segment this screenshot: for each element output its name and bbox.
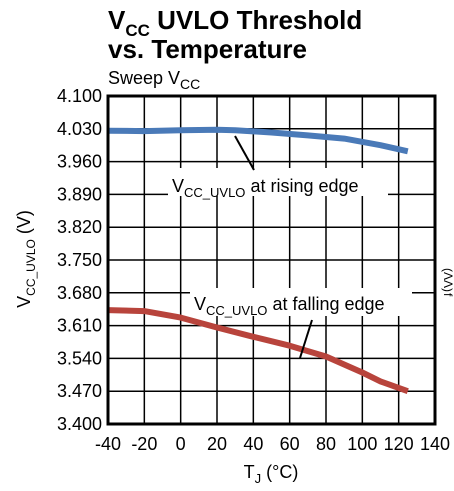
y-tick-label: 3.750 [57, 250, 102, 270]
y-tick-label: 4.100 [57, 86, 102, 106]
x-tick-label: 0 [176, 434, 186, 454]
x-tick-label: 60 [280, 434, 300, 454]
series-line-falling-edge [107, 307, 409, 395]
series-layer [107, 126, 409, 395]
x-tick-label: 140 [420, 434, 450, 454]
y-tick-label: 3.680 [57, 283, 102, 303]
y-tick-label: 3.610 [57, 316, 102, 336]
chart-title-line1: VCC UVLO Threshold [108, 5, 362, 40]
falling-callout-line [299, 319, 313, 359]
series-line-rising-edge [107, 126, 409, 155]
x-tick-label: 120 [384, 434, 414, 454]
x-tick-labels: -40 -20 0 20 40 60 80 100 120 140 [95, 434, 450, 454]
y-tick-label: 3.470 [57, 381, 102, 401]
falling-annotation-bg [190, 288, 412, 316]
x-tick-label: 40 [243, 434, 263, 454]
edge-glyph-2: f [441, 293, 454, 297]
y-tick-label: 3.890 [57, 184, 102, 204]
rising-annotation-bg [168, 168, 388, 196]
y-tick-label: 3.540 [57, 348, 102, 368]
plot-area-frame [106, 94, 437, 426]
x-tick-label: 80 [316, 434, 336, 454]
edge-glyph-1: (ΛΛ) [441, 268, 454, 292]
y-axis-label: VCC_UVLO (V) [14, 210, 38, 308]
falling-series-label: VCC_UVLO at falling edge [194, 294, 385, 318]
y-tick-label: 3.820 [57, 217, 102, 237]
y-tick-label: 4.030 [57, 119, 102, 139]
x-tick-label: -40 [95, 434, 121, 454]
x-tick-label: 100 [347, 434, 377, 454]
x-tick-label: 20 [207, 434, 227, 454]
y-tick-label: 3.400 [57, 414, 102, 434]
chart-title-line2: vs. Temperature [108, 34, 307, 64]
chart-subtitle: Sweep VCC [108, 68, 200, 92]
y-tick-labels: 4.100 4.030 3.960 3.890 3.820 3.750 3.680 3.610… [57, 86, 102, 434]
rising-callout-line [234, 135, 255, 171]
y-tick-label: 3.960 [57, 152, 102, 172]
x-tick-label: -20 [131, 434, 157, 454]
rising-series-label: VCC_UVLO at rising edge [172, 176, 359, 200]
x-axis-label: TJ (°C) [244, 462, 299, 486]
